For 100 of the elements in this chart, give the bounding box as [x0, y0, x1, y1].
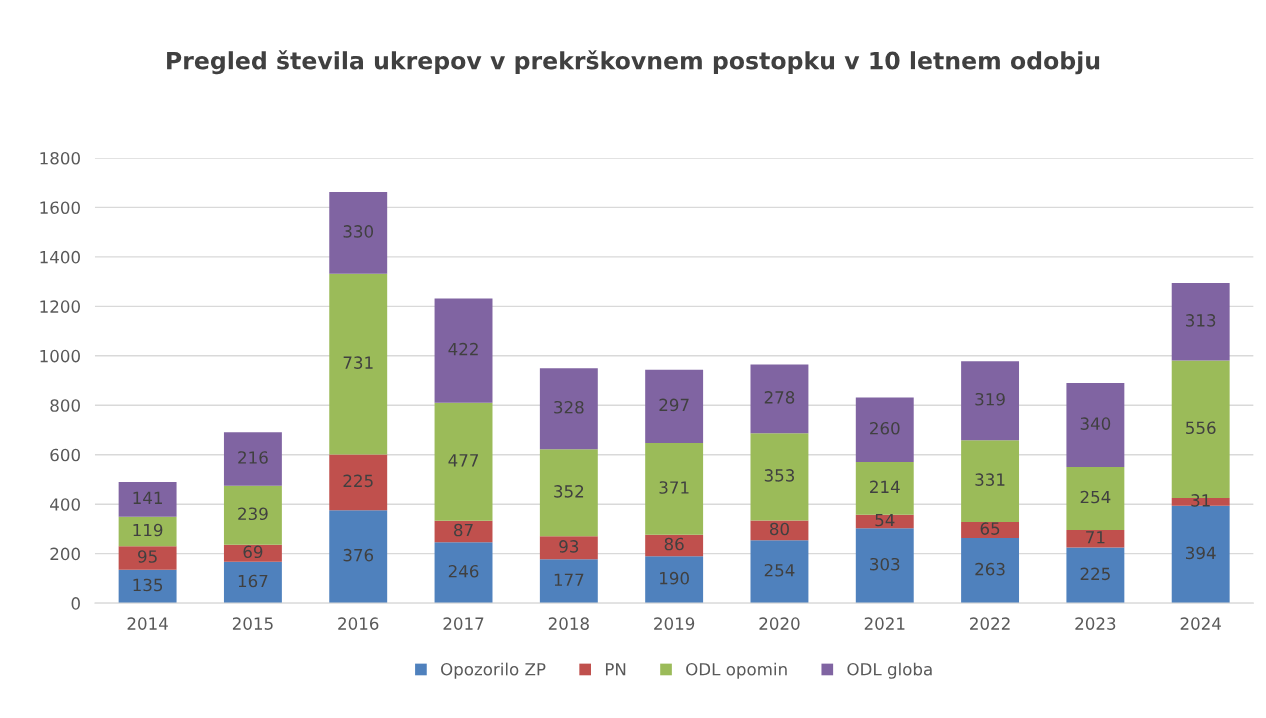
bar: [539, 559, 598, 604]
data-label: 225: [1080, 567, 1110, 581]
bar: [750, 433, 809, 521]
data-label: 214: [870, 480, 900, 493]
data-label: 330: [343, 225, 374, 238]
data-label: 80: [769, 522, 789, 536]
y-tick-label: 800: [50, 399, 80, 412]
bar: [329, 192, 388, 274]
bar: [961, 440, 1020, 522]
bar: [434, 402, 493, 521]
data-label: 69: [243, 545, 263, 559]
y-tick-label: 1600: [40, 201, 80, 214]
data-label: 331: [975, 473, 1005, 486]
y-tick-label: 400: [50, 498, 80, 511]
data-label: 87: [454, 523, 473, 537]
bar: [118, 516, 177, 547]
bar: [329, 454, 388, 511]
data-label: 263: [975, 562, 1005, 576]
data-label: 297: [659, 398, 689, 412]
data-label: 93: [559, 540, 579, 553]
legend-label: ODL globa: [847, 662, 932, 679]
data-label: 313: [1186, 314, 1216, 327]
data-label: 254: [764, 563, 795, 577]
data-label: 254: [1080, 490, 1111, 504]
y-tick-label: 0: [71, 597, 80, 610]
data-label: 86: [664, 537, 684, 551]
bar: [539, 368, 598, 450]
data-label: 477: [448, 454, 479, 467]
bar: [1066, 383, 1125, 468]
y-tick-label: 1200: [40, 300, 80, 313]
data-label: 141: [133, 491, 162, 504]
bar: [961, 361, 1020, 441]
bar: [223, 544, 282, 562]
data-label: 260: [870, 421, 900, 435]
bar: [1171, 505, 1230, 604]
data-label: 246: [448, 564, 479, 578]
data-label: 167: [238, 574, 268, 588]
bar: [223, 561, 282, 604]
data-label: 225: [343, 474, 373, 488]
y-tick-label: 1000: [40, 349, 80, 363]
bar: [434, 520, 493, 543]
data-label: 54: [875, 513, 895, 527]
bar: [645, 534, 704, 557]
bar: [855, 461, 914, 515]
bar: [645, 556, 704, 604]
bar: [539, 536, 598, 560]
x-tick-label: 2014: [127, 617, 168, 630]
data-label: 71: [1086, 531, 1105, 544]
data-label: 190: [660, 571, 689, 585]
bar: [1066, 529, 1125, 548]
bar: [539, 449, 598, 537]
x-tick-label: 2022: [970, 617, 1010, 630]
x-tick-label: 2020: [759, 617, 800, 630]
y-tick-label: 600: [50, 448, 80, 462]
bar: [434, 298, 493, 403]
bar: [645, 443, 704, 535]
y-tick-label: 1400: [40, 250, 80, 264]
data-label: 376: [343, 548, 374, 562]
bar: [855, 397, 914, 462]
x-tick-label: 2024: [1180, 617, 1221, 630]
data-label: 328: [554, 400, 584, 414]
bar: [645, 369, 704, 444]
x-tick-label: 2023: [1075, 617, 1116, 630]
data-label: 65: [980, 522, 1000, 535]
x-tick-label: 2021: [864, 617, 905, 630]
bar: [118, 569, 177, 604]
data-label: 371: [659, 481, 689, 494]
bar: [750, 540, 809, 604]
bar: [855, 528, 914, 604]
x-tick-label: 2016: [338, 617, 379, 630]
x-tick-label: 2017: [443, 617, 484, 630]
data-label: 556: [1186, 421, 1216, 435]
y-tick-label: 1800: [40, 151, 80, 165]
bar: [118, 546, 177, 570]
bar: [1171, 283, 1230, 361]
bar: [750, 364, 809, 434]
data-label: 303: [870, 557, 900, 571]
data-label: 422: [448, 342, 478, 356]
legend-label: PN: [605, 663, 626, 676]
bar: [961, 538, 1020, 604]
data-label: 340: [1080, 417, 1111, 430]
data-label: 135: [133, 578, 163, 592]
legend-label: ODL opomin: [686, 662, 787, 679]
bar: [961, 522, 1020, 539]
x-tick-label: 2019: [654, 617, 695, 630]
data-label: 95: [138, 550, 157, 563]
y-tick-label: 200: [50, 547, 80, 561]
data-label: 119: [133, 523, 163, 537]
data-label: 278: [764, 391, 795, 404]
data-label: 216: [238, 451, 268, 464]
bar: [1066, 547, 1125, 604]
data-label: 177: [554, 573, 584, 586]
bar: [118, 481, 177, 517]
bar: [223, 432, 282, 486]
data-label: 352: [554, 485, 584, 498]
data-label: 731: [343, 356, 373, 369]
bar: [329, 510, 388, 604]
x-tick-label: 2018: [548, 617, 589, 630]
data-label: 394: [1186, 546, 1216, 560]
legend-label: Opozorilo ZP: [441, 662, 546, 679]
